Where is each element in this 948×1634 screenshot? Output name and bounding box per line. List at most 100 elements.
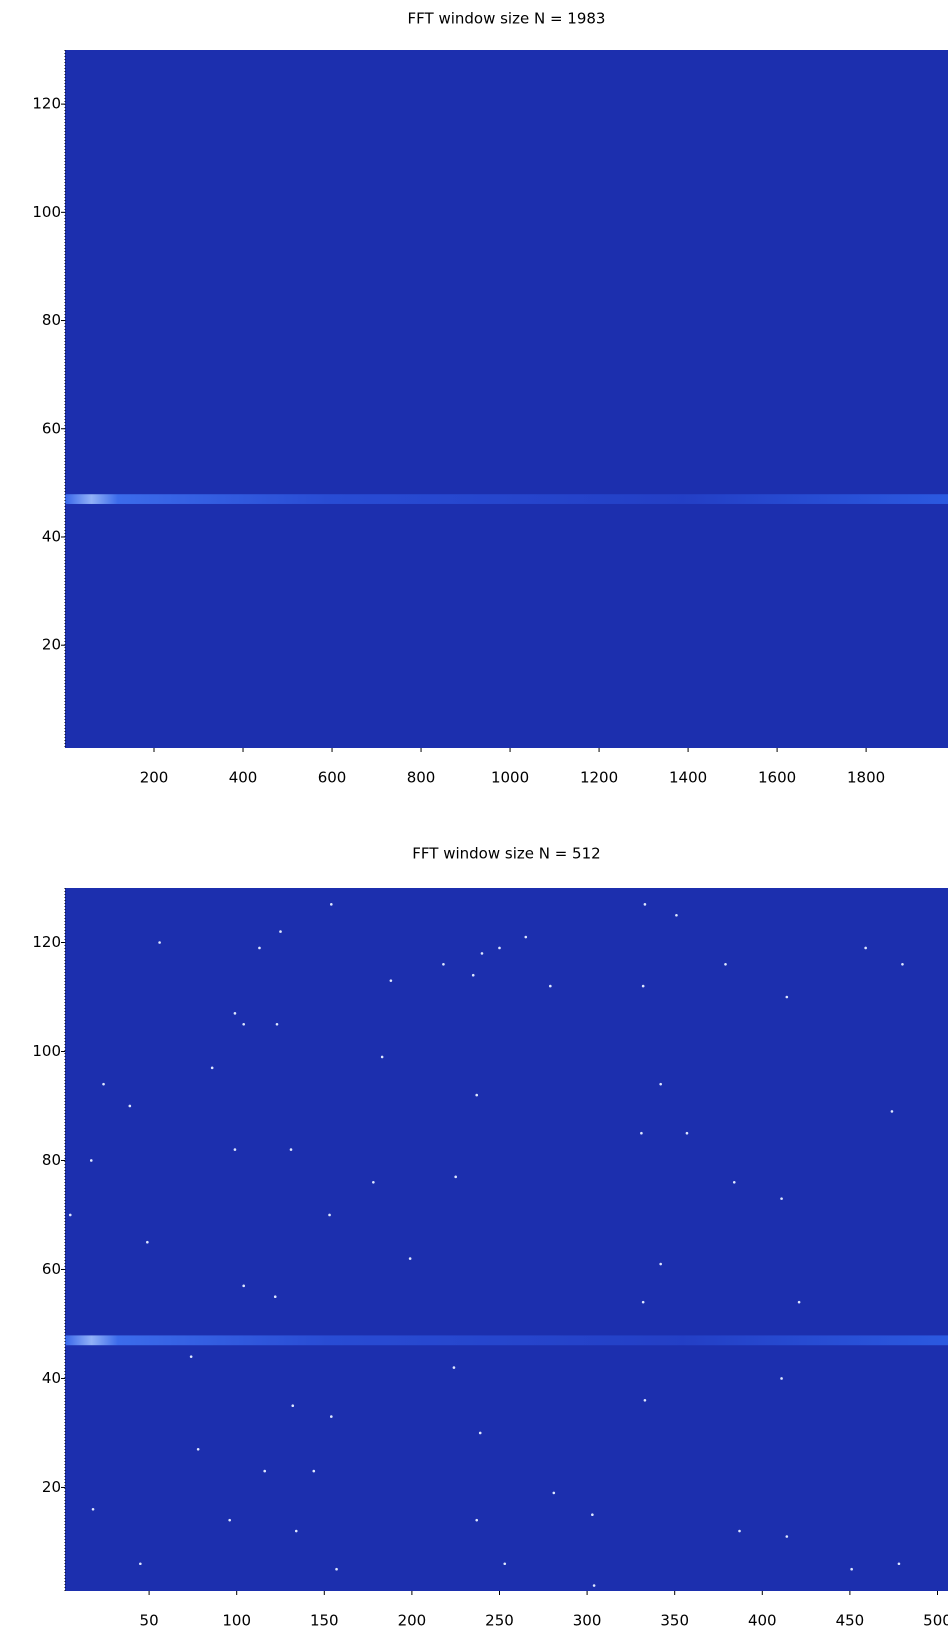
x-tick-label: 400 xyxy=(748,1612,777,1630)
y-tick-label: 80 xyxy=(42,311,61,329)
bright-point xyxy=(891,1110,894,1113)
bright-point xyxy=(290,1148,293,1151)
x-tick-label: 600 xyxy=(318,769,347,787)
y-tick-label: 100 xyxy=(32,1042,61,1060)
bright-point xyxy=(234,1012,237,1015)
bright-point xyxy=(472,974,475,977)
x-tick-label: 300 xyxy=(573,1612,602,1630)
x-tick-label: 350 xyxy=(660,1612,689,1630)
bright-point xyxy=(780,1197,783,1200)
x-tick-label: 1600 xyxy=(758,769,796,787)
bright-point xyxy=(139,1562,142,1565)
bright-point xyxy=(390,979,393,982)
x-tick-label: 100 xyxy=(222,1612,251,1630)
bright-point xyxy=(291,1404,294,1407)
bright-point xyxy=(279,930,282,933)
bright-point xyxy=(640,1132,643,1135)
bright-point xyxy=(686,1132,689,1135)
chart-title: FFT window size N = 512 xyxy=(412,845,600,863)
bright-point xyxy=(549,985,552,988)
y-tick-label: 80 xyxy=(42,1151,61,1169)
bright-point xyxy=(102,1083,105,1086)
bright-point xyxy=(733,1181,736,1184)
bright-point xyxy=(409,1257,412,1260)
bright-point xyxy=(901,963,904,966)
bright-point xyxy=(724,963,727,966)
heatmap-background xyxy=(65,888,948,1591)
band xyxy=(65,1335,948,1345)
y-tick-label: 120 xyxy=(32,95,61,113)
bright-point xyxy=(92,1508,95,1511)
bright-point xyxy=(780,1377,783,1380)
y-tick-label: 40 xyxy=(42,527,61,545)
heatmap-background xyxy=(65,50,948,748)
bright-point xyxy=(503,1562,506,1565)
bright-point xyxy=(642,985,645,988)
x-tick-label: 50 xyxy=(140,1612,159,1630)
bright-point xyxy=(659,1263,662,1266)
x-tick-label: 200 xyxy=(398,1612,427,1630)
bright-point xyxy=(328,1214,331,1217)
band xyxy=(65,494,948,504)
y-tick-label: 120 xyxy=(32,933,61,951)
y-tick-label: 100 xyxy=(32,203,61,221)
x-tick-label: 200 xyxy=(140,769,169,787)
bright-point xyxy=(659,1083,662,1086)
bright-point xyxy=(234,1148,237,1151)
x-tick-label: 400 xyxy=(229,769,258,787)
bright-point xyxy=(593,1584,596,1587)
bright-point xyxy=(454,1176,457,1179)
bright-point xyxy=(481,952,484,955)
bright-point xyxy=(479,1432,482,1435)
bright-point xyxy=(330,1415,333,1418)
bright-point xyxy=(69,1214,72,1217)
bright-point xyxy=(898,1562,901,1565)
bright-point xyxy=(642,1301,645,1304)
bright-point xyxy=(274,1295,277,1298)
bright-point xyxy=(276,1023,279,1026)
bright-point xyxy=(591,1513,594,1516)
y-tick-label: 20 xyxy=(42,636,61,654)
x-tick-label: 150 xyxy=(310,1612,339,1630)
bright-point xyxy=(90,1159,93,1162)
bright-point xyxy=(786,1535,789,1538)
y-tick-label: 60 xyxy=(42,1260,61,1278)
bright-point xyxy=(263,1470,266,1473)
chart-title: FFT window size N = 1983 xyxy=(408,10,606,28)
x-tick-label: 1800 xyxy=(847,769,885,787)
bright-point xyxy=(258,947,261,950)
bright-point xyxy=(242,1023,245,1026)
bright-point xyxy=(242,1285,245,1288)
x-tick-label: 500 xyxy=(923,1612,948,1630)
bright-point xyxy=(312,1470,315,1473)
bright-point xyxy=(453,1366,456,1369)
bright-point xyxy=(498,947,501,950)
y-tick-label: 20 xyxy=(42,1478,61,1496)
bright-point xyxy=(798,1301,801,1304)
bright-point xyxy=(786,996,789,999)
x-tick-label: 250 xyxy=(485,1612,514,1630)
bright-point xyxy=(381,1056,384,1059)
y-tick-label: 60 xyxy=(42,419,61,437)
bright-point xyxy=(644,1399,647,1402)
bright-point xyxy=(190,1355,193,1358)
bright-point xyxy=(553,1492,556,1495)
bright-point xyxy=(850,1568,853,1571)
bright-point xyxy=(644,903,647,906)
x-tick-label: 1400 xyxy=(669,769,707,787)
bright-point xyxy=(524,936,527,939)
bright-point xyxy=(146,1241,149,1244)
y-tick-label: 40 xyxy=(42,1369,61,1387)
figure: FFT window size N = 1983 20 40 60 80 100 120 20… xyxy=(0,0,948,1634)
bright-point xyxy=(475,1094,478,1097)
bright-point xyxy=(197,1448,200,1451)
bright-point xyxy=(442,963,445,966)
x-tick-label: 450 xyxy=(836,1612,865,1630)
x-tick-label: 1000 xyxy=(491,769,529,787)
bright-point xyxy=(228,1519,231,1522)
bright-point xyxy=(129,1105,132,1108)
x-tick-label: 1200 xyxy=(580,769,618,787)
bright-point xyxy=(372,1181,375,1184)
x-tick-label: 800 xyxy=(407,769,436,787)
bright-point xyxy=(475,1519,478,1522)
